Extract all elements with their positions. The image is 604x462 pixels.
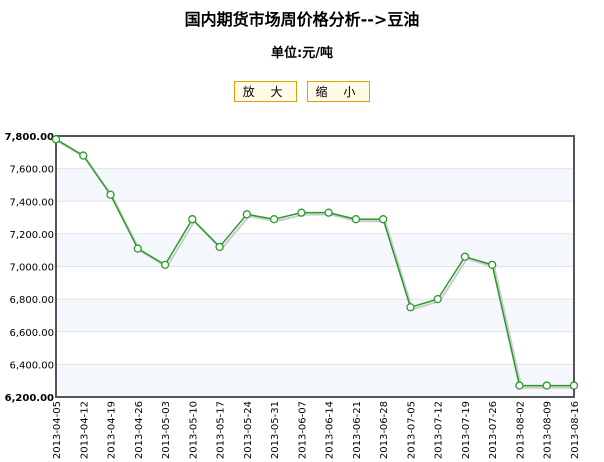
y-tick-label: 6,600.00 [9, 328, 54, 339]
x-tick-label: 2013-06-28 [379, 401, 390, 459]
x-tick-label: 2013-04-05 [52, 401, 63, 459]
x-tick-label: 2013-07-05 [406, 401, 417, 459]
x-tick-label: 2013-08-02 [515, 401, 526, 459]
data-point [269, 215, 279, 224]
x-tick-label: 2013-06-21 [352, 401, 363, 459]
x-tick-label: 2013-04-19 [107, 401, 118, 459]
x-tick-label: 2013-04-12 [79, 401, 90, 459]
data-point [379, 215, 388, 224]
x-tick-label: 2013-05-24 [243, 401, 254, 459]
data-point [515, 381, 524, 390]
x-tick-label: 2013-05-10 [188, 401, 199, 459]
y-tick-label: 7,200.00 [9, 230, 54, 241]
y-tick-label: 7,600.00 [9, 165, 54, 176]
x-tick-label: 2013-07-26 [488, 401, 499, 459]
x-tick-label: 2013-04-26 [134, 401, 145, 459]
data-point [188, 215, 197, 224]
plot-border [55, 135, 575, 398]
data-point [460, 252, 470, 261]
data-point [160, 260, 170, 270]
y-tick-label: 7,400.00 [9, 197, 54, 208]
data-point [542, 381, 551, 390]
x-tick-label: 2013-08-16 [570, 401, 581, 459]
data-point [51, 135, 61, 144]
grid-band [56, 364, 574, 397]
data-point [297, 208, 306, 217]
grid-band [56, 299, 574, 332]
data-point [351, 215, 361, 224]
x-tick-label: 2013-05-31 [270, 401, 281, 459]
x-tick-label: 2013-06-14 [325, 401, 336, 459]
chart-title: 国内期货市场周价格分析-->豆油 [184, 10, 420, 29]
data-point [215, 242, 224, 252]
grid-band [56, 201, 574, 234]
x-tick-label: 2013-05-17 [216, 401, 227, 459]
grid-band [56, 233, 574, 267]
x-tick-label: 2013-08-09 [543, 401, 554, 459]
data-point [79, 151, 88, 160]
data-point [569, 381, 579, 390]
grid-band [56, 136, 574, 169]
zoom-out-button[interactable]: 缩 小 [306, 81, 371, 102]
data-point [324, 208, 333, 217]
x-tick-label: 2013-06-07 [297, 401, 308, 459]
data-point [433, 294, 442, 304]
y-tick-label: 6,200.00 [5, 393, 54, 404]
grid-band [56, 331, 574, 365]
grid-band [56, 266, 574, 300]
x-tick-label: 2013-07-12 [434, 401, 445, 459]
y-tick-label: 6,400.00 [9, 360, 54, 371]
x-tick-label: 2013-07-19 [461, 401, 472, 459]
x-tick-label: 2013-05-03 [161, 401, 172, 459]
y-tick-label: 7,800.00 [5, 132, 54, 143]
data-point [488, 260, 497, 270]
data-point [133, 244, 142, 253]
data-point [242, 210, 251, 219]
data-line [55, 138, 574, 387]
zoom-in-button[interactable]: 放 大 [233, 81, 298, 102]
data-point [406, 303, 415, 312]
y-tick-label: 7,000.00 [9, 263, 54, 274]
data-point [106, 190, 115, 199]
y-tick-label: 6,800.00 [9, 295, 54, 306]
chart-subtitle: 单位:元/吨 [271, 46, 333, 61]
grid-band [56, 168, 574, 202]
